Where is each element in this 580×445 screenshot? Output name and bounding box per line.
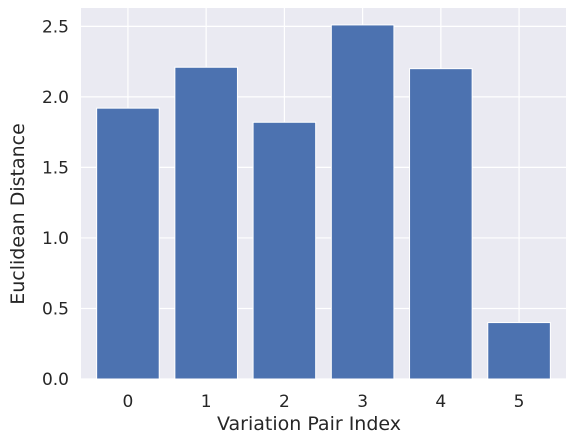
bar-4 [409, 68, 473, 380]
bars [96, 24, 551, 380]
x-tick-labels: 0 1 2 3 4 5 [123, 392, 525, 412]
x-tick-label: 1 [201, 392, 212, 412]
x-tick-label: 3 [357, 392, 368, 412]
y-tick-label: 1.5 [42, 158, 69, 178]
y-tick-label: 1.0 [42, 229, 69, 249]
x-axis-label: Variation Pair Index [217, 413, 401, 435]
x-tick-label: 0 [123, 392, 134, 412]
bar-3 [330, 24, 395, 380]
y-axis-label: Euclidean Distance [7, 123, 29, 305]
y-tick-label: 2.0 [42, 88, 69, 108]
x-tick-label: 2 [279, 392, 290, 412]
bar-2 [252, 121, 317, 380]
y-tick-label: 2.5 [42, 17, 69, 37]
y-tick-label: 0.0 [42, 370, 69, 390]
x-tick-label: 4 [435, 392, 446, 412]
bar-1 [174, 66, 238, 380]
x-tick-label: 5 [514, 392, 525, 412]
bar-0 [96, 107, 160, 380]
plot-background [81, 8, 566, 379]
y-tick-labels: 0.0 0.5 1.0 1.5 2.0 2.5 [42, 17, 69, 390]
y-tick-label: 0.5 [42, 299, 69, 319]
bar-5 [487, 322, 551, 380]
